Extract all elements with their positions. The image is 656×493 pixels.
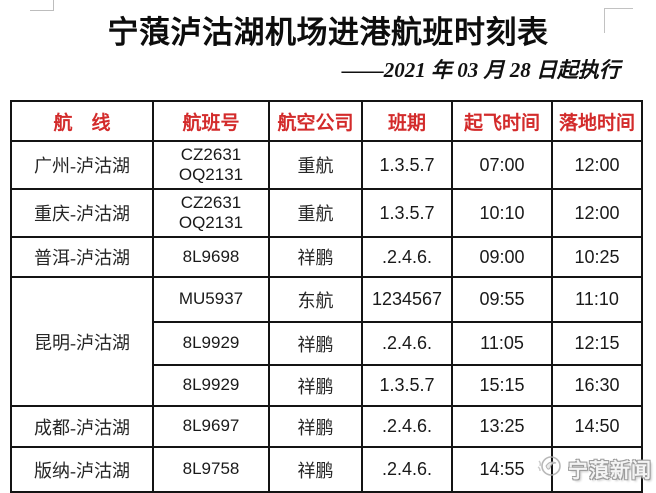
cell-departure-time: 14:55	[451, 446, 553, 493]
header-flight-number: 航班号	[152, 100, 270, 142]
cell-airline: 重航	[268, 188, 363, 238]
header-airline: 航空公司	[268, 100, 363, 142]
cell-airline: 东航	[268, 276, 363, 323]
cell-flight-number: 8L9758	[152, 446, 270, 493]
cell-flight-number: 8L9698	[152, 236, 270, 278]
cell-flight-number: 8L9697	[152, 405, 270, 448]
table-row: 8L9929 祥鹏 1.3.5.7 15:15 16:30	[11, 364, 643, 407]
header-arrival-time: 落地时间	[551, 100, 643, 142]
cell-departure-time: 10:10	[451, 188, 553, 238]
cell-flight-number: CZ2631 OQ2131	[152, 188, 270, 238]
cell-airline: 祥鹏	[268, 405, 363, 448]
cell-arrival-time: 14:50	[551, 405, 643, 448]
cell-schedule-days: 1.3.5.7	[361, 364, 453, 407]
cell-schedule-days: .2.4.6.	[361, 236, 453, 278]
table-row: 8L9929 祥鹏 .2.4.6. 11:05 12:15	[11, 321, 643, 366]
cell-route: 版纳-泸沽湖	[10, 446, 154, 493]
table-row: 版纳-泸沽湖 8L9758 祥鹏 .2.4.6. 14:55	[10, 446, 643, 493]
cell-airline: 祥鹏	[268, 446, 363, 493]
cell-schedule-days: .2.4.6.	[361, 405, 453, 448]
cell-arrival-time: 12:00	[551, 188, 643, 238]
cell-airline: 祥鹏	[268, 236, 363, 278]
cell-departure-time: 15:15	[451, 364, 553, 407]
cell-arrival-time: 10:25	[551, 236, 643, 278]
cell-route: 昆明-泸沽湖	[10, 276, 154, 407]
cell-departure-time: 13:25	[451, 405, 553, 448]
cell-departure-time: 09:00	[451, 236, 553, 278]
cell-schedule-days: 1234567	[361, 276, 453, 323]
cell-schedule-days: 1.3.5.7	[361, 188, 453, 238]
cell-arrival-time: 12:00	[551, 140, 643, 190]
cell-departure-time: 11:05	[451, 321, 553, 366]
cell-arrival-time: 16:30	[551, 364, 643, 407]
flight-table-body: 广州-泸沽湖 CZ2631 OQ2131 重航 1.3.5.7 07:00 12:00 重庆…	[10, 140, 643, 493]
cell-departure-time: 09:55	[451, 276, 553, 323]
cell-flight-number: 8L9929	[152, 321, 270, 366]
header-route: 航 线	[10, 100, 154, 142]
table-row: 普洱-泸沽湖 8L9698 祥鹏 .2.4.6. 09:00 10:25	[10, 236, 643, 278]
cell-arrival-time: 11:10	[551, 276, 643, 323]
cell-route: 成都-泸沽湖	[10, 405, 154, 448]
cell-route: 广州-泸沽湖	[10, 140, 154, 190]
table-row: 昆明-泸沽湖 MU5937 东航 1234567 09:55 11:10	[10, 276, 643, 407]
page-title: 宁蒗泸沽湖机场进港航班时刻表	[107, 15, 549, 50]
cell-route: 重庆-泸沽湖	[10, 188, 154, 238]
cell-schedule-days: 1.3.5.7	[361, 140, 453, 190]
flight-schedule-table: 航 线 航班号 航空公司 班期 起飞时间 落地时间 广州-泸沽湖 CZ2631 O…	[10, 100, 643, 493]
header-departure-time: 起飞时间	[451, 100, 553, 142]
header-schedule-days: 班期	[361, 100, 453, 142]
cell-schedule-days: .2.4.6.	[361, 446, 453, 493]
cell-airline: 重航	[268, 140, 363, 190]
cell-departure-time: 07:00	[451, 140, 553, 190]
cell-arrival-time	[551, 446, 643, 493]
cell-flight-number: MU5937	[152, 276, 270, 323]
cell-arrival-time: 12:15	[551, 321, 643, 366]
cell-airline: 祥鹏	[268, 364, 363, 407]
corner-crop-mark-left	[30, 0, 54, 11]
cell-schedule-days: .2.4.6.	[361, 321, 453, 366]
cell-flight-number: CZ2631 OQ2131	[152, 140, 270, 190]
cell-airline: 祥鹏	[268, 321, 363, 366]
table-row: 重庆-泸沽湖 CZ2631 OQ2131 重航 1.3.5.7 10:10 12:00	[10, 188, 643, 238]
cell-flight-number: 8L9929	[152, 364, 270, 407]
cell-route: 普洱-泸沽湖	[10, 236, 154, 278]
table-header-row: 航 线 航班号 航空公司 班期 起飞时间 落地时间	[10, 100, 643, 142]
table-row: 广州-泸沽湖 CZ2631 OQ2131 重航 1.3.5.7 07:00 12:00	[10, 140, 643, 190]
corner-crop-mark-right	[604, 8, 633, 33]
effective-date-subtitle: ——2021 年 03 月 28 日起执行	[341, 57, 620, 82]
table-row: 成都-泸沽湖 8L9697 祥鹏 .2.4.6. 13:25 14:50	[10, 405, 643, 448]
